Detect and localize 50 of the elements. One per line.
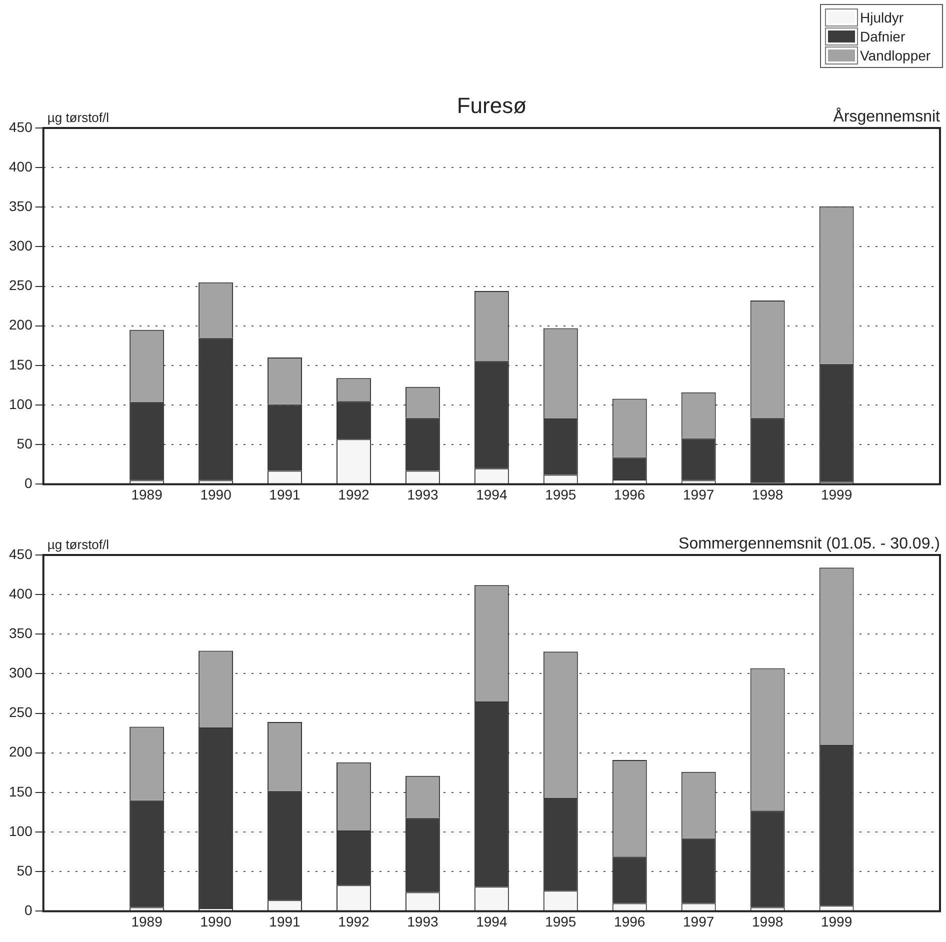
y-tick-label: 300 — [9, 238, 33, 254]
y-axis-title: µg tørstof/l — [47, 110, 110, 126]
legend-label: Hjuldyr — [860, 9, 904, 26]
x-tick-label: 1999 — [820, 913, 852, 930]
x-tick-label: 1993 — [407, 913, 438, 930]
y-tick-label: 100 — [9, 822, 33, 839]
x-tick-label: 1999 — [820, 486, 852, 502]
y-tick-label: 200 — [9, 744, 33, 760]
y-tick-label: 400 — [9, 585, 33, 602]
chart-subtitle: Årsgennemsnit — [833, 107, 941, 126]
y-tick-label: 0 — [24, 902, 33, 918]
y-tick-label: 450 — [9, 118, 33, 135]
x-tick-label: 1989 — [131, 913, 163, 930]
y-tick-label: 300 — [9, 664, 33, 681]
x-tick-label: 1996 — [614, 486, 646, 502]
y-tick-label: 450 — [9, 546, 33, 562]
x-tick-label: 1996 — [614, 913, 646, 930]
y-tick-label: 400 — [9, 158, 33, 174]
x-tick-label: 1991 — [269, 486, 301, 502]
y-tick-label: 250 — [9, 277, 33, 294]
x-tick-label: 1990 — [200, 486, 232, 502]
x-tick-label: 1989 — [131, 486, 163, 502]
y-tick-label: 150 — [9, 356, 33, 372]
y-tick-label: 100 — [9, 396, 33, 412]
x-tick-label: 1995 — [545, 486, 576, 502]
x-tick-label: 1998 — [752, 913, 784, 930]
x-tick-label: 1992 — [338, 486, 370, 502]
x-tick-label: 1991 — [269, 913, 301, 930]
y-tick-label: 250 — [9, 704, 33, 720]
y-tick-label: 50 — [16, 435, 33, 452]
x-tick-label: 1997 — [683, 486, 714, 502]
x-tick-label: 1992 — [338, 913, 370, 930]
legend-label: Dafnier — [860, 28, 906, 44]
y-tick-label: 150 — [9, 783, 33, 800]
chart-title: Furesø — [456, 93, 527, 118]
y-tick-label: 350 — [9, 198, 33, 214]
legend-label: Vandlopper — [860, 47, 931, 64]
x-tick-label: 1998 — [752, 486, 784, 502]
x-tick-label: 1990 — [200, 913, 232, 930]
y-tick-label: 0 — [24, 475, 33, 492]
y-tick-label: 200 — [9, 316, 33, 333]
x-tick-label: 1997 — [683, 913, 714, 930]
y-axis-title: µg tørstof/l — [47, 537, 110, 552]
x-tick-label: 1995 — [545, 913, 576, 930]
y-tick-label: 350 — [9, 625, 33, 642]
chart-subtitle: Sommergennemsnit (01.05. - 30.09.) — [678, 535, 940, 552]
x-tick-label: 1994 — [476, 486, 508, 502]
x-tick-label: 1993 — [407, 486, 438, 502]
y-tick-label: 50 — [16, 862, 33, 878]
x-tick-label: 1994 — [476, 913, 508, 930]
